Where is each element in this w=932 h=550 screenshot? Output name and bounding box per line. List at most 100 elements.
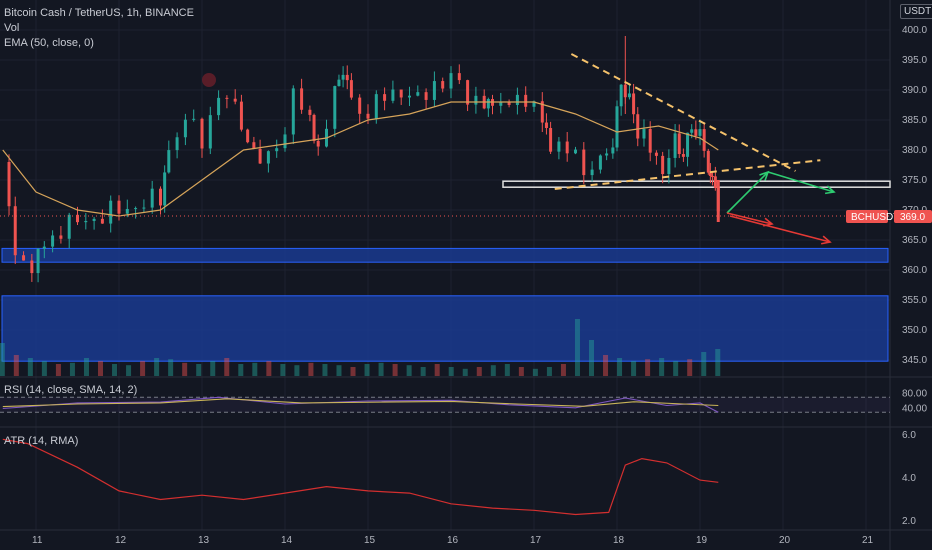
candle-body (654, 152, 658, 156)
candle-body (175, 137, 179, 151)
candle-body (134, 208, 138, 210)
volume-bar (645, 359, 651, 376)
volume-bar (420, 367, 426, 376)
candle-body (686, 132, 690, 157)
candle-body (163, 172, 167, 206)
volume-bar (462, 368, 468, 376)
price-tick-label: 355.0 (902, 295, 927, 306)
volume-bar (280, 364, 286, 376)
volume-bar (701, 352, 707, 376)
candle-body (76, 214, 79, 223)
candle-body (383, 94, 387, 101)
candle-body (499, 102, 503, 106)
price-axis[interactable]: 345.0350.0355.0360.0365.0370.0375.0380.0… (902, 25, 927, 527)
rsi-panel-plot (0, 396, 890, 413)
candle-body (716, 180, 720, 222)
time-tick-label: 20 (779, 535, 791, 546)
candle-body (515, 94, 519, 105)
volume-bar (518, 367, 524, 376)
candle-body (632, 93, 636, 115)
candle-body (524, 94, 528, 107)
volume-bar (617, 358, 623, 376)
currency-unit-badge[interactable]: USDT (900, 4, 932, 19)
candle-body (673, 133, 677, 158)
volume-bar (252, 362, 258, 376)
rsi-legend[interactable]: RSI (14, close, SMA, 14, 2) (4, 384, 138, 396)
candle-body (150, 188, 154, 208)
candle-body (258, 148, 262, 164)
volume-bar (224, 358, 230, 376)
time-tick-label: 18 (613, 535, 625, 546)
candle-body (283, 134, 287, 149)
bullish-arrow (726, 171, 769, 214)
volume-bar (182, 362, 188, 376)
candle-body (702, 129, 706, 151)
candle-body (109, 200, 113, 224)
candle-body (486, 99, 490, 109)
candle-body (217, 97, 221, 116)
volume-bar (69, 362, 75, 376)
rsi-sma-line (2, 398, 719, 408)
price-tick-label: 365.0 (902, 235, 927, 246)
volume-bar (83, 358, 89, 376)
candle-body (590, 169, 594, 176)
volume-bar (322, 364, 328, 376)
volume-bar (350, 367, 356, 376)
volume-bar (154, 358, 160, 376)
volume-bar (55, 364, 61, 376)
candle-body (312, 114, 316, 141)
bullish-target-arrow-head (824, 185, 836, 195)
candle-body (358, 97, 362, 114)
volume-bars (0, 319, 721, 376)
candle-body (713, 176, 717, 188)
time-tick-label: 21 (862, 535, 874, 546)
symbol-title[interactable]: Bitcoin Cash / TetherUS, 1h, BINANCE (4, 7, 194, 19)
candle-body (275, 148, 279, 152)
candle-body (565, 141, 569, 154)
price-tick-label: 345.0 (902, 355, 927, 366)
price-badge-bg (894, 210, 932, 223)
upper-support-zone (502, 180, 891, 188)
candle-body (677, 133, 681, 155)
candle-body (167, 150, 171, 173)
candle-body (36, 248, 40, 274)
candle-body (142, 207, 146, 209)
volume-bar (13, 355, 19, 376)
volume-bar (27, 358, 33, 376)
event-marker (202, 73, 216, 87)
volume-bar (434, 364, 440, 376)
volume-bar (560, 364, 566, 376)
volume-bar (126, 365, 132, 376)
time-tick-label: 19 (696, 535, 708, 546)
volume-bar (308, 362, 314, 376)
time-tick-label: 11 (32, 535, 43, 546)
time-tick-label: 13 (198, 535, 210, 546)
price-zones (1, 180, 891, 362)
rsi-tick-label: 40.00 (902, 404, 927, 415)
candle-body (507, 102, 511, 105)
candle-body (84, 220, 88, 223)
volume-legend[interactable]: Vol (4, 22, 20, 34)
price-tick-label: 375.0 (902, 175, 927, 186)
ema-legend[interactable]: EMA (50, close, 0) (4, 37, 94, 49)
price-tick-label: 385.0 (902, 115, 927, 126)
candle-body (291, 88, 295, 135)
candle-body (225, 97, 229, 99)
candle-body (582, 149, 586, 176)
candle-body (474, 95, 478, 105)
candle-body (661, 155, 665, 175)
candle-body (708, 172, 712, 176)
volume-bar (210, 361, 216, 376)
candle-body (42, 246, 46, 249)
candle-body (308, 109, 312, 115)
rsi-line (2, 396, 719, 413)
candle-body (59, 235, 63, 239)
candle-body (200, 118, 204, 149)
time-axis[interactable]: 11 12 13 14 15 16 17 18 19 20 21 (32, 535, 874, 546)
atr-legend[interactable]: ATR (14, RMA) (4, 435, 79, 447)
candle-body (698, 129, 702, 136)
candle-body (690, 129, 694, 133)
ticker-badge-text: BCHUSDT (851, 212, 899, 223)
trendline (554, 159, 821, 190)
